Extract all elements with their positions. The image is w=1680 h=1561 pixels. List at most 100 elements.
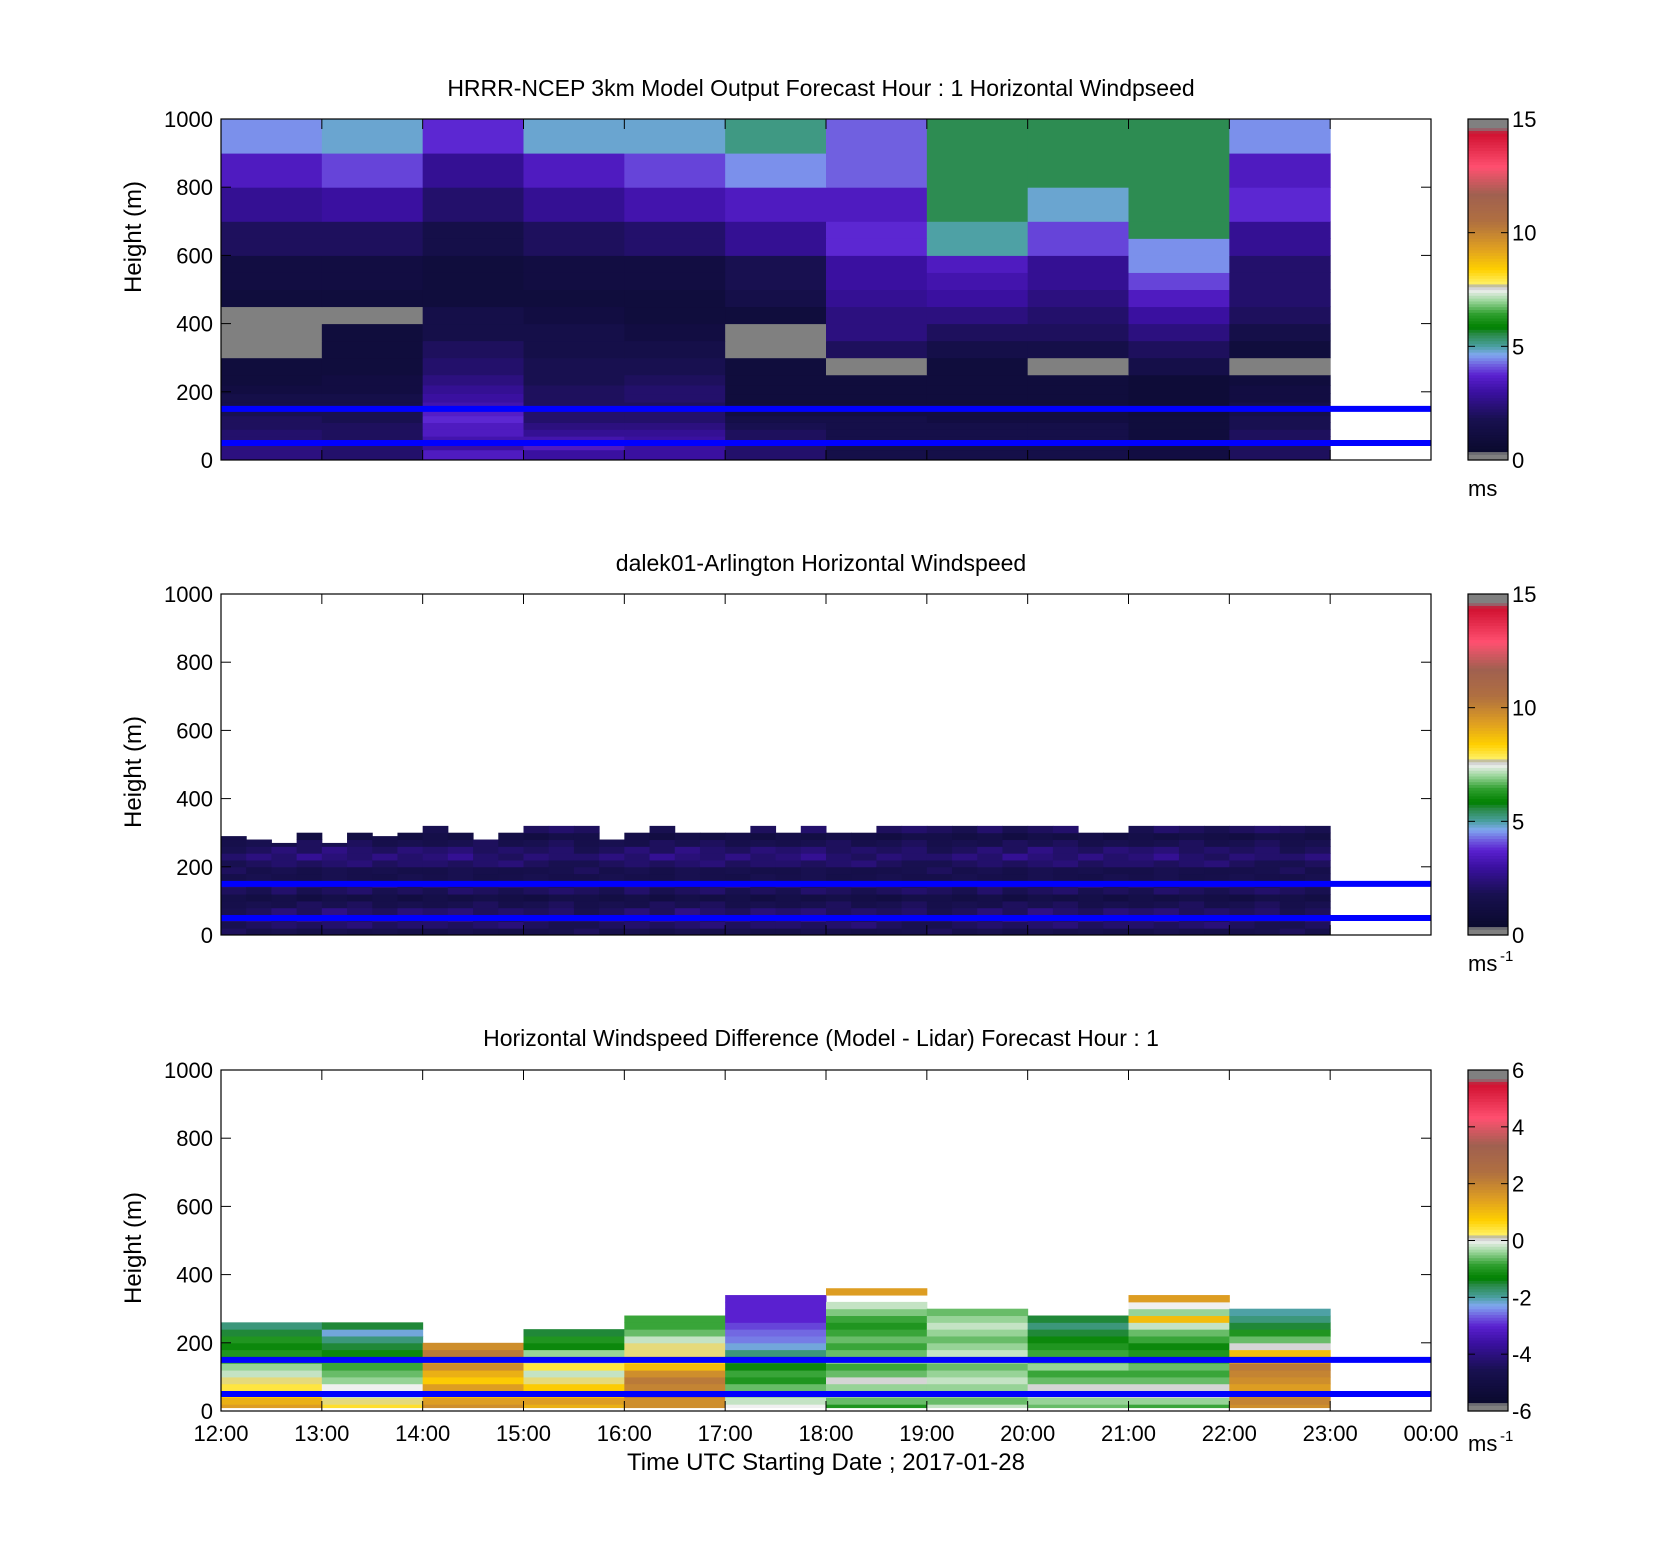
- colorbar-segment: [1468, 1263, 1508, 1267]
- heatmap-cell: [321, 1322, 424, 1330]
- heatmap-cell: [246, 887, 272, 895]
- heatmap-cell: [725, 1376, 827, 1385]
- heatmap-cell: [473, 866, 499, 875]
- heatmap-cell: [1229, 1335, 1331, 1344]
- heatmap-cell: [826, 393, 928, 403]
- colorbar-segment: [1468, 1195, 1508, 1199]
- heatmap-cell: [725, 255, 827, 273]
- heatmap-cell: [826, 238, 928, 256]
- heatmap-cell: [1027, 449, 1129, 461]
- heatmap-cell: [1178, 839, 1205, 847]
- heatmap-cell: [422, 153, 524, 188]
- colorbar-segment: [1468, 161, 1508, 166]
- heatmap-cell: [725, 402, 827, 410]
- heatmap-cell: [1128, 1335, 1230, 1344]
- colorbar-segment: [1468, 1129, 1508, 1134]
- colorbar-segment: [1468, 178, 1508, 183]
- colorbar-segment: [1468, 437, 1508, 441]
- colorbar-segment: [1468, 630, 1508, 635]
- heatmap-cell: [1304, 832, 1331, 841]
- colorbar-segment: [1468, 1274, 1508, 1279]
- colorbar-segment: [1468, 360, 1508, 364]
- heatmap-cell: [926, 887, 953, 895]
- heatmap-cell: [1103, 866, 1129, 875]
- heatmap-cell: [1027, 374, 1129, 386]
- colorbar-segment: [1468, 184, 1508, 188]
- heatmap-cell: [422, 187, 524, 222]
- colorbar-segment: [1468, 261, 1508, 265]
- colorbar-segment: [1468, 283, 1508, 288]
- colorbar-segment: [1468, 733, 1508, 737]
- y-tick-label: 600: [176, 718, 213, 743]
- colorbar-segment: [1468, 1283, 1508, 1287]
- colorbar-segment: [1468, 1291, 1508, 1296]
- heatmap-cell: [1128, 340, 1230, 359]
- colorbar-segment: [1468, 187, 1508, 191]
- panel-title: Horizontal Windspeed Difference (Model -…: [483, 1025, 1159, 1051]
- colorbar-tick-label: 10: [1512, 696, 1536, 721]
- heatmap-cell: [624, 187, 726, 222]
- colorbar-segment: [1468, 764, 1508, 768]
- colorbar-segment: [1468, 1189, 1508, 1193]
- heatmap-cell: [649, 866, 676, 875]
- heatmap-cell: [422, 429, 524, 437]
- heatmap-cell: [1027, 853, 1054, 861]
- heatmap-cell: [800, 832, 827, 841]
- heatmap-cell: [1178, 825, 1205, 834]
- heatmap-cell: [1027, 238, 1129, 256]
- heatmap-cell: [221, 429, 323, 437]
- colorbar-segment: [1468, 136, 1508, 140]
- heatmap-cell: [1204, 907, 1230, 916]
- heatmap-cell: [624, 1315, 726, 1323]
- heatmap-cell: [523, 323, 625, 342]
- heatmap-cell: [1229, 894, 1256, 902]
- heatmap-cell: [221, 221, 323, 239]
- heatmap-cell: [1204, 928, 1230, 936]
- heatmap-cell: [750, 928, 777, 936]
- heatmap-cell: [1027, 907, 1054, 916]
- colorbar-segment: [1468, 1285, 1508, 1290]
- colorbar-segment: [1468, 1143, 1508, 1148]
- heatmap-cell: [1254, 907, 1281, 916]
- heatmap-cell: [1229, 1370, 1331, 1378]
- heatmap-cell: [674, 846, 701, 854]
- lidar-windspeed-panel: dalek01-Arlington Horizontal Windspeed 0…: [120, 550, 1536, 976]
- heatmap-cell: [1229, 1315, 1331, 1323]
- colorbar-segment: [1468, 312, 1508, 316]
- x-tick-label: 14:00: [395, 1421, 450, 1446]
- heatmap-cell: [1229, 289, 1331, 308]
- heatmap-cell: [775, 839, 802, 847]
- heatmap-cell: [523, 1329, 625, 1337]
- reference-lines: [221, 880, 1431, 921]
- heatmap-cell: [1153, 846, 1180, 854]
- heatmap-cell: [271, 873, 298, 881]
- heatmap-cell: [321, 415, 424, 423]
- colorbar-segment: [1468, 1169, 1508, 1173]
- heatmap-cell: [1153, 921, 1180, 929]
- heatmap-cell: [397, 921, 424, 929]
- colorbar-segment: [1468, 713, 1508, 717]
- heatmap-cell: [876, 866, 903, 875]
- heatmap-cell: [826, 289, 928, 308]
- heatmap-cell: [1254, 825, 1281, 834]
- heatmap-cell: [826, 384, 928, 395]
- colorbar-segment: [1468, 317, 1508, 322]
- colorbar-segment: [1468, 932, 1508, 936]
- heatmap-cell: [926, 846, 953, 854]
- heatmap-cell: [725, 1363, 827, 1371]
- heatmap-cell: [826, 1370, 928, 1378]
- heatmap-cell: [1128, 832, 1155, 841]
- heatmap-cell: [221, 921, 247, 929]
- colorbar-segment: [1468, 425, 1508, 430]
- heatmap-cell: [473, 846, 499, 854]
- heatmap-cell: [221, 1329, 323, 1337]
- colorbar-segment: [1468, 326, 1508, 330]
- colorbar-segment: [1468, 1214, 1508, 1219]
- colorbar-segment: [1468, 1226, 1508, 1230]
- colorbar-segment: [1468, 849, 1508, 854]
- colorbar-segment: [1468, 758, 1508, 763]
- heatmap-cell: [246, 921, 272, 929]
- heatmap-cell: [523, 384, 625, 395]
- heatmap-cell: [1128, 839, 1155, 847]
- heatmap-cell: [775, 866, 802, 875]
